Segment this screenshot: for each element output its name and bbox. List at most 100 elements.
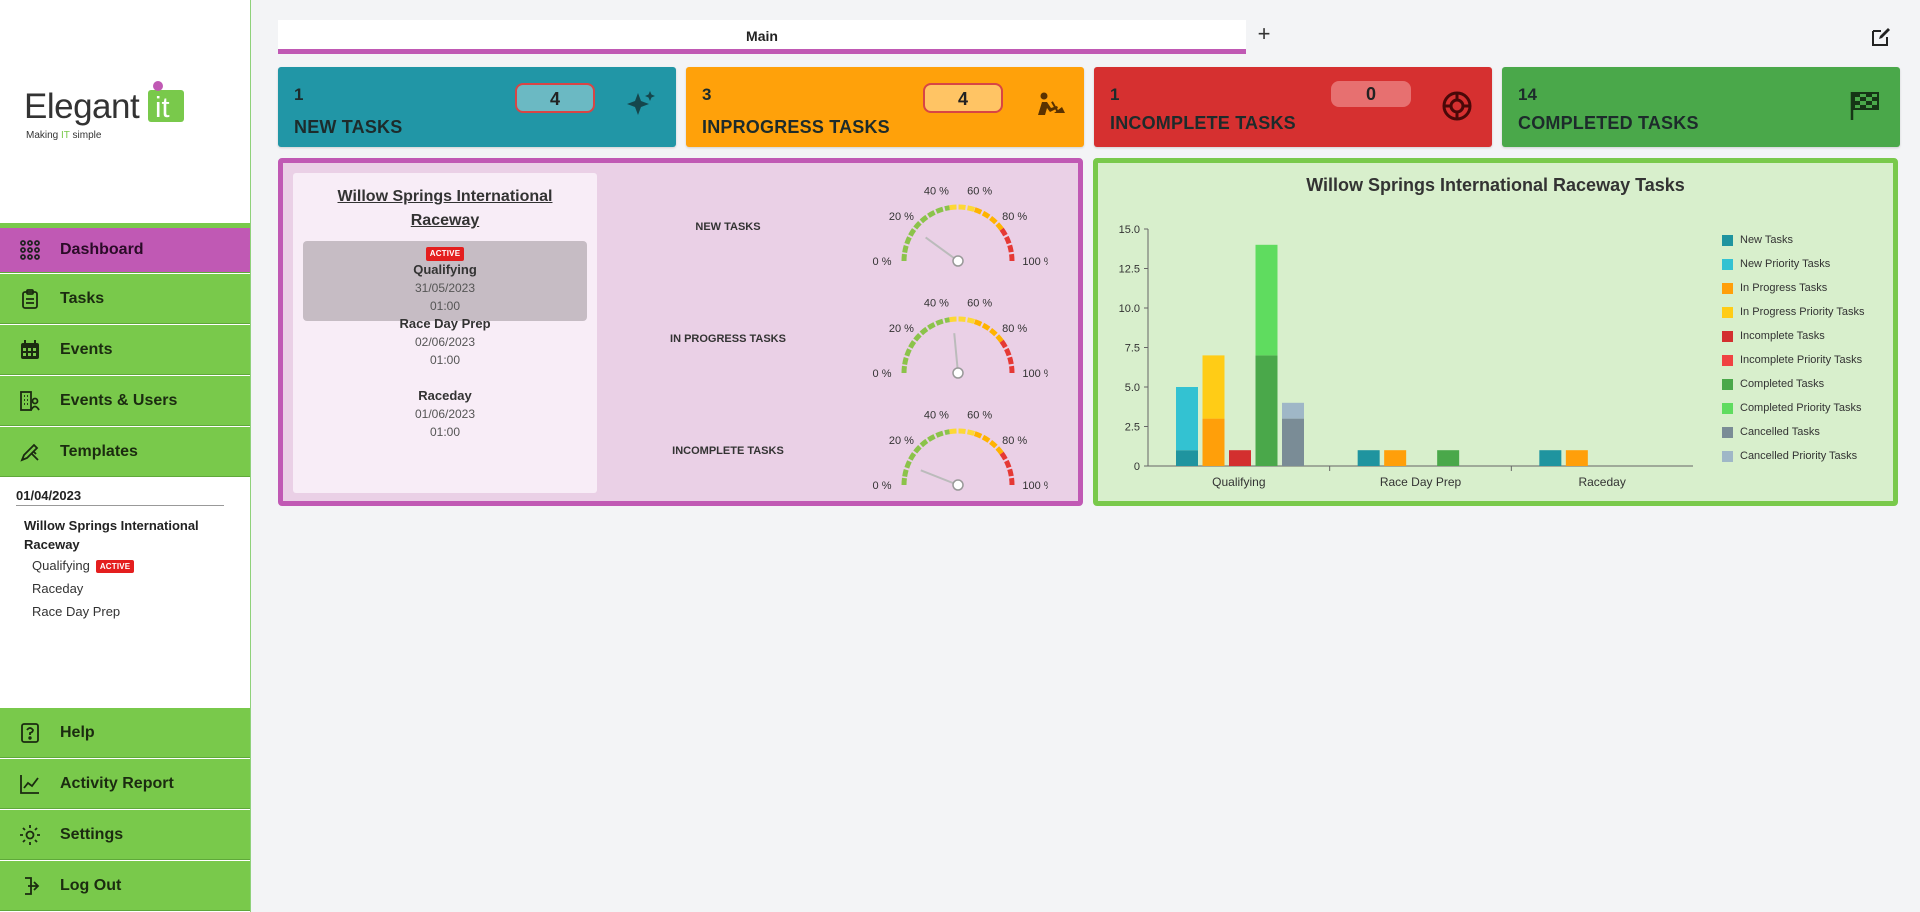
legend-item[interactable]: In Progress Tasks — [1722, 282, 1827, 294]
nav-item-events[interactable]: Events — [0, 325, 250, 375]
gauge-arc-segment — [949, 316, 976, 325]
priority-count-badge[interactable]: 4 — [923, 83, 1003, 113]
legend-label: Completed Tasks — [1740, 378, 1825, 390]
legend-item[interactable]: In Progress Priority Tasks — [1722, 306, 1865, 318]
legend-swatch — [1722, 426, 1733, 438]
legend-item[interactable]: Incomplete Tasks — [1722, 330, 1825, 342]
active-badge: ACTIVE — [425, 247, 465, 261]
nav-label: Settings — [60, 825, 124, 843]
gauge-tick-label: 0 % — [873, 368, 892, 380]
gauge-tick-label: 100 % — [1022, 256, 1048, 268]
nav-item-templates[interactable]: Templates — [0, 427, 250, 477]
stat-card-new-tasks[interactable]: 1 NEW TASKS 4 — [278, 67, 676, 147]
logout-icon — [0, 875, 60, 897]
gauge-tick-label: 80 % — [1002, 211, 1027, 223]
event-tree-sub-event[interactable]: Qualifying ACTIVE — [32, 558, 135, 574]
active-badge: ACTIVE — [95, 560, 135, 574]
gauge-arc-segment — [902, 205, 951, 254]
event-list-title[interactable]: Willow Springs International Raceway — [337, 188, 553, 229]
gauge-tick-label: 40 % — [924, 297, 949, 309]
legend-swatch — [1722, 306, 1733, 318]
stat-card-incomplete-tasks[interactable]: 1 INCOMPLETE TASKS 0 — [1094, 67, 1492, 147]
legend-swatch — [1722, 282, 1733, 294]
priority-count-badge[interactable]: 0 — [1331, 81, 1411, 107]
gauge-tick-label: 20 % — [889, 435, 914, 447]
bar-completed-tasks — [1437, 450, 1460, 466]
gear-icon — [0, 824, 60, 846]
bar-incomplete-tasks — [1229, 450, 1251, 466]
gauge-tick-label: 60 % — [967, 297, 992, 309]
event-block[interactable]: Race Day Prep 02/06/2023 01:00 — [303, 313, 587, 393]
company-logo: Elegant it Making IT simple — [24, 81, 184, 141]
bar-completed-tasks — [1255, 355, 1278, 466]
nav-item-activity-report[interactable]: Activity Report — [0, 759, 250, 809]
event-block[interactable]: ACTIVE Qualifying 31/05/2023 01:00 — [303, 241, 587, 321]
event-tree-sub-event[interactable]: Race Day Prep — [32, 604, 120, 619]
gauge-arc-segment — [949, 204, 976, 213]
tab-main[interactable]: Main — [746, 27, 778, 44]
bar-in-progress-tasks — [1565, 450, 1588, 466]
nav-item-tasks[interactable]: Tasks — [0, 274, 250, 324]
event-tree-event-name[interactable]: Willow Springs International Raceway — [24, 518, 199, 552]
gauge-arc-segment — [973, 431, 1004, 455]
stat-card-completed-tasks[interactable]: 14 COMPLETED TASKS — [1502, 67, 1900, 147]
nav-item-log-out[interactable]: Log Out — [0, 861, 250, 911]
sparkles-icon — [627, 91, 655, 115]
stat-count: 1 — [294, 85, 304, 104]
legend-item[interactable]: New Tasks — [1722, 234, 1793, 246]
y-tick-label: 2.5 — [1125, 422, 1140, 434]
nav-label: Help — [60, 723, 95, 741]
legend-label: Completed Priority Tasks — [1740, 402, 1862, 414]
gauge-tick-label: 0 % — [873, 480, 892, 492]
nav-label: Activity Report — [60, 774, 174, 792]
worker-digging-icon — [1038, 92, 1065, 115]
legend-swatch — [1722, 330, 1733, 342]
building-users-icon — [20, 390, 40, 411]
gauge-tick-label: 40 % — [924, 185, 949, 197]
event-tree-sub-event[interactable]: Raceday — [32, 581, 83, 596]
legend-item[interactable]: Incomplete Priority Tasks — [1722, 354, 1862, 366]
pencil-ruler-icon — [20, 443, 39, 462]
legend-item[interactable]: Cancelled Priority Tasks — [1722, 450, 1857, 462]
gauge-tick-label: 60 % — [967, 409, 992, 421]
add-tab-button[interactable]: + — [1257, 21, 1271, 46]
stat-label: INCOMPLETE TASKS — [1110, 113, 1296, 133]
y-tick-label: 0 — [1134, 461, 1140, 473]
stat-card-inprogress-tasks[interactable]: 3 INPROGRESS TASKS 4 — [686, 67, 1084, 147]
legend-swatch — [1722, 450, 1733, 462]
gauge-arc-segment — [901, 476, 908, 486]
gauge-arc-segment — [901, 364, 908, 374]
bar-new-tasks — [1539, 450, 1562, 466]
edit-icon[interactable] — [1870, 26, 1892, 48]
event-block[interactable]: Raceday 01/06/2023 01:00 — [303, 385, 587, 465]
gauge-arc-segment — [999, 451, 1015, 486]
tasks-chart-panel: Willow Springs International Raceway Tas… — [1093, 158, 1898, 506]
checkered-flag-icon — [1850, 92, 1879, 120]
chart-line-icon — [0, 773, 60, 795]
y-tick-label: 15.0 — [1119, 224, 1140, 236]
nav-item-help[interactable]: Help — [0, 708, 250, 758]
event-time: 01:00 — [429, 425, 461, 439]
event-name: Race Day Prep — [399, 316, 491, 331]
nav-item-settings[interactable]: Settings — [0, 810, 250, 860]
legend-item[interactable]: New Priority Tasks — [1722, 258, 1830, 270]
gauge-needle — [920, 469, 959, 486]
event-date: 02/06/2023 — [414, 335, 476, 349]
event-list: Willow Springs International Raceway ACT… — [293, 173, 597, 493]
legend-label: New Priority Tasks — [1740, 258, 1831, 270]
bar-in-progress-priority-tasks — [1202, 355, 1225, 419]
svg-text:Elegant: Elegant — [24, 87, 140, 126]
priority-count-badge[interactable]: 4 — [515, 83, 595, 113]
legend-item[interactable]: Completed Tasks — [1722, 378, 1824, 390]
nav-item-dashboard[interactable]: Dashboard — [0, 223, 250, 273]
nav-item-events-users[interactable]: Events & Users — [0, 376, 250, 426]
gauge-label: INCOMPLETE TASKS — [672, 445, 784, 457]
gauge-hub — [952, 255, 964, 267]
nav-label: Templates — [60, 442, 138, 460]
legend-item[interactable]: Completed Priority Tasks — [1722, 402, 1861, 414]
gauge-tick-label: 80 % — [1002, 435, 1027, 447]
bar-cancelled-tasks — [1282, 418, 1304, 466]
grid-icon — [20, 240, 40, 260]
legend-item[interactable]: Cancelled Tasks — [1722, 426, 1820, 438]
gauge-tick-label: 80 % — [1002, 323, 1027, 335]
